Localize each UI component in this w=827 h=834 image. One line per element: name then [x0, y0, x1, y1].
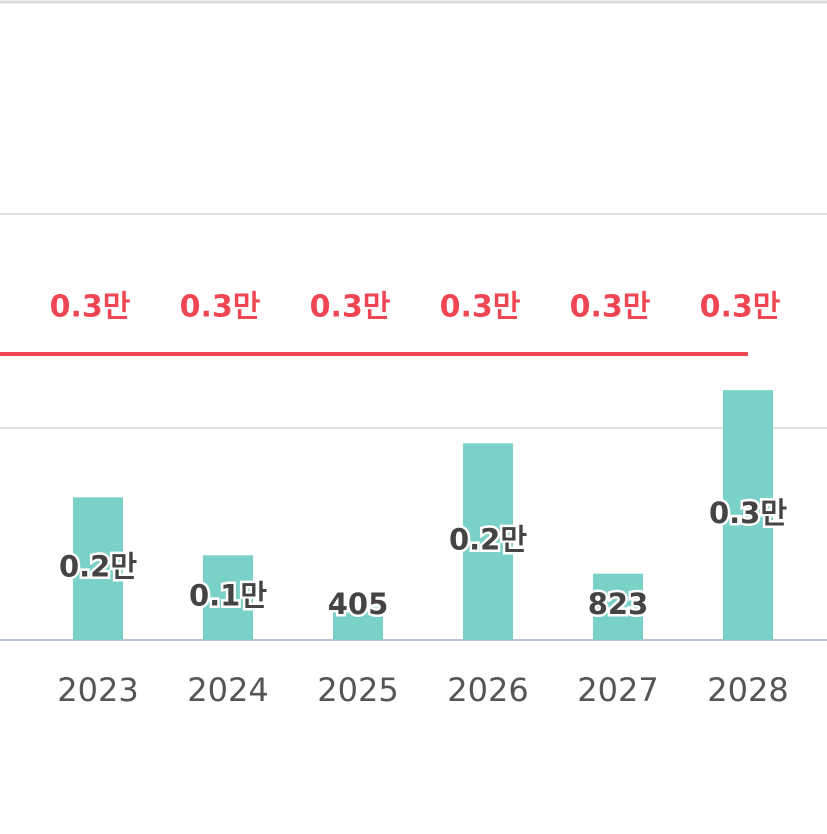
line-value-label: 0.3만 — [180, 289, 261, 324]
x-tick-label: 2025 — [317, 671, 398, 709]
bar-value-label: 0.2만 — [449, 523, 527, 557]
x-tick-label: 2027 — [577, 671, 658, 709]
bar — [723, 390, 773, 640]
line-value-label: 0.3만 — [570, 289, 651, 324]
bar — [593, 573, 643, 640]
x-tick-label: 2026 — [447, 671, 528, 709]
x-tick-label: 2023 — [57, 671, 138, 709]
bar — [203, 555, 253, 640]
x-tick-label: 2024 — [187, 671, 268, 709]
bar — [463, 443, 513, 640]
bar-value-label: 0.3만 — [709, 496, 787, 530]
line-value-label: 0.3만 — [310, 289, 391, 324]
bar-value-label: 405 — [328, 587, 389, 621]
bar-value-label: 0.1만 — [189, 579, 267, 613]
bar — [73, 497, 123, 640]
line-value-label: 0.3만 — [440, 289, 521, 324]
line-value-label: 0.3만 — [50, 289, 131, 324]
bar-value-label: 0.2만 — [59, 550, 137, 584]
line-value-label: 0.3만 — [700, 289, 781, 324]
x-tick-label: 2028 — [707, 671, 788, 709]
bar — [333, 607, 383, 640]
bar-value-label: 823 — [588, 587, 649, 621]
